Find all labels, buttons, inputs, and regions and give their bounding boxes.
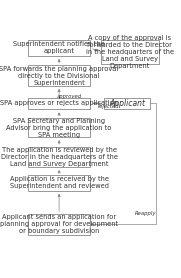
Text: Superintendent notifies the
applicant: Superintendent notifies the applicant [13, 41, 105, 54]
Text: Reapply: Reapply [135, 211, 157, 216]
FancyBboxPatch shape [104, 98, 150, 109]
Text: A copy of the approval is
forwarded to the Director
in the headquarters of the
L: A copy of the approval is forwarded to t… [86, 35, 174, 69]
Text: Application is received by the
Superintendent and reviewed: Application is received by the Superinte… [10, 176, 109, 189]
Text: SPA approves or rejects application: SPA approves or rejects application [0, 100, 118, 106]
FancyBboxPatch shape [28, 40, 90, 56]
FancyBboxPatch shape [28, 214, 90, 235]
Text: Applicant: Applicant [109, 99, 145, 108]
Text: SPA Secretary and Planning
Advisor bring the application to
SPA meeting: SPA Secretary and Planning Advisor bring… [6, 118, 112, 138]
FancyBboxPatch shape [101, 40, 159, 64]
Text: The application is reviewed by the
Director in the headquarters of the
Land and : The application is reviewed by the Direc… [1, 147, 118, 167]
FancyBboxPatch shape [28, 65, 90, 86]
FancyBboxPatch shape [28, 118, 90, 137]
FancyBboxPatch shape [28, 98, 90, 109]
FancyBboxPatch shape [28, 147, 90, 167]
Text: rejected: rejected [98, 104, 119, 109]
Text: approved: approved [56, 94, 81, 99]
FancyBboxPatch shape [28, 175, 90, 191]
Text: SPA forwards the planning approval
directly to the Divisional
Superintendent: SPA forwards the planning approval direc… [0, 66, 119, 86]
Text: Applicant sends an application for
planning approval for development
or boundary: Applicant sends an application for plann… [0, 214, 118, 234]
